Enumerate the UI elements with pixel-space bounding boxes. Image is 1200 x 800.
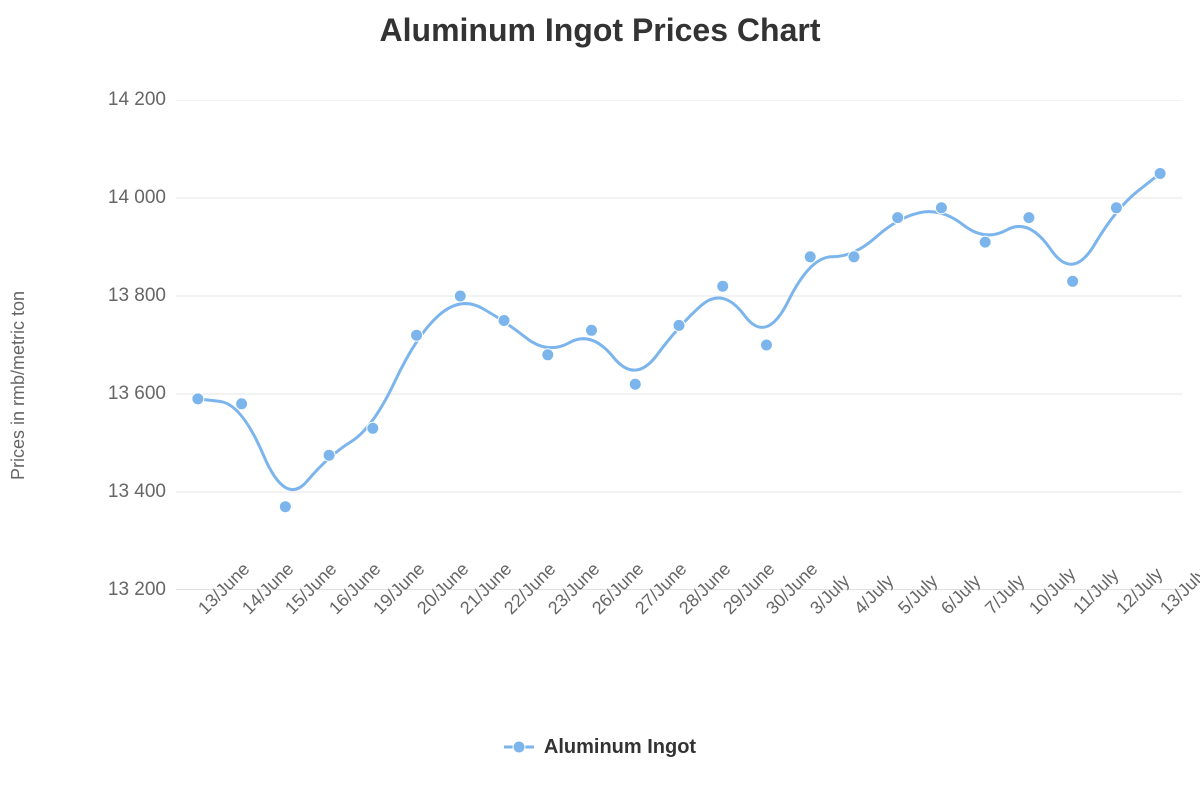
x-tick-label: 21/June: [456, 604, 471, 619]
y-tick-label: 14 200: [86, 89, 166, 111]
x-tick-label: 6/July: [937, 604, 952, 619]
x-tick-label: 30/June: [762, 604, 777, 619]
x-tick-label: 28/June: [675, 604, 690, 619]
x-tick-label: 27/June: [631, 604, 646, 619]
y-tick-label: 13 200: [86, 579, 166, 601]
x-tick-label: 13/July: [1156, 604, 1171, 619]
y-tick-label: 14 000: [86, 187, 166, 209]
x-tick-label: 15/June: [281, 604, 296, 619]
x-tick-label: 16/June: [325, 604, 340, 619]
x-tick-label: 14/June: [238, 604, 253, 619]
x-tick-label: 13/June: [194, 604, 209, 619]
x-tick-label: 12/July: [1112, 604, 1127, 619]
x-tick-label: 22/June: [500, 604, 515, 619]
x-tick-label: 4/July: [850, 604, 865, 619]
x-tick-label: 3/July: [806, 604, 821, 619]
y-tick-label: 13 600: [86, 383, 166, 405]
x-tick-label: 5/July: [894, 604, 909, 619]
chart-title: Aluminum Ingot Prices Chart: [0, 12, 1200, 49]
legend-swatch: [504, 740, 534, 754]
y-axis-title: Prices in rmb/metric ton: [8, 291, 29, 480]
x-tick-label: 23/June: [544, 604, 559, 619]
x-tick-label: 26/June: [588, 604, 603, 619]
plot-area: [176, 100, 1182, 590]
x-tick-label: 10/July: [1025, 604, 1040, 619]
x-tick-label: 11/July: [1069, 604, 1084, 619]
price-chart: Aluminum Ingot Prices Chart Prices in rm…: [0, 0, 1200, 800]
x-tick-label: 29/June: [719, 604, 734, 619]
y-tick-label: 13 800: [86, 285, 166, 307]
x-tick-label: 20/June: [413, 604, 428, 619]
legend[interactable]: Aluminum Ingot: [0, 736, 1200, 761]
legend-label: Aluminum Ingot: [544, 736, 696, 759]
y-tick-label: 13 400: [86, 481, 166, 503]
x-tick-label: 19/June: [369, 604, 384, 619]
x-tick-label: 7/July: [981, 604, 996, 619]
